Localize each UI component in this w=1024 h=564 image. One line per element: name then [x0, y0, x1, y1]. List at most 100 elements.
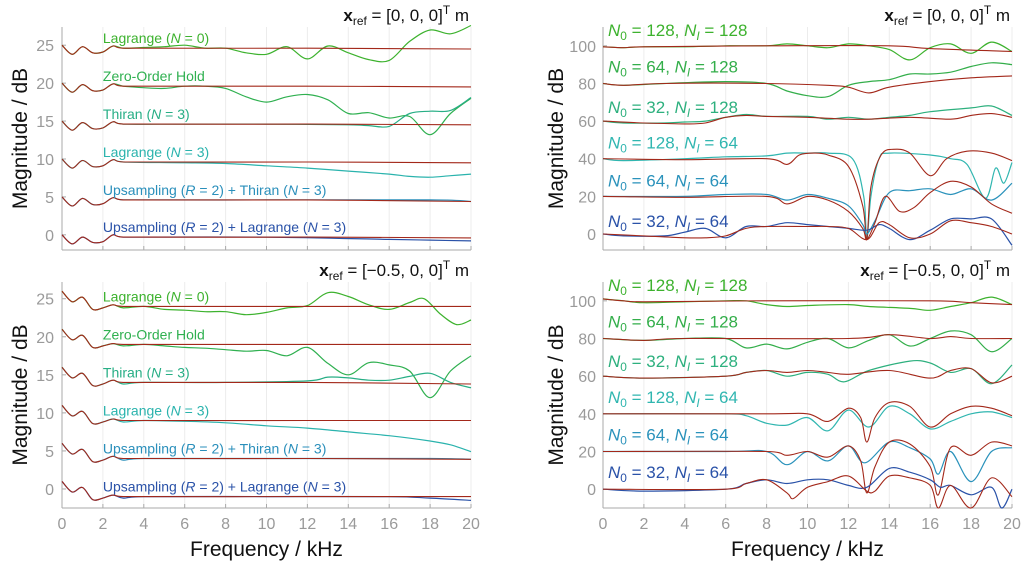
series-line-reference — [61, 196, 472, 207]
series-line-reference — [61, 442, 472, 463]
x-tick-label: 2 — [639, 516, 648, 533]
x-tick-label: 14 — [880, 516, 898, 533]
x-tick-label: 10 — [258, 516, 276, 533]
series-line-reference — [602, 219, 1013, 241]
x-tick-label: 18 — [421, 516, 439, 533]
chart-title: xref = [−0.5, 0, 0]T m — [860, 258, 1010, 283]
series-line-reference — [602, 180, 1013, 241]
y-tick-label: 0 — [587, 482, 596, 499]
series-label: N0 = 64, NI = 64 — [608, 426, 729, 448]
series-line-simulated — [602, 62, 1013, 98]
x-tick-label: 0 — [599, 516, 608, 533]
series-line-reference — [61, 234, 472, 245]
y-tick-label: 15 — [36, 114, 54, 131]
series-label: Zero-Order Hold — [103, 68, 205, 84]
y-tick-label: 25 — [36, 292, 54, 309]
series-label: Upsampling (R = 2) + Thiran (N = 3) — [103, 441, 326, 457]
series-label: Upsampling (R = 2) + Lagrange (N = 3) — [103, 479, 346, 495]
series-line-reference — [602, 75, 1013, 94]
chart-title: xref = [0, 0, 0]T m — [884, 3, 1010, 28]
y-tick-label: 5 — [45, 190, 54, 207]
x-tick-label: 12 — [299, 516, 317, 533]
x-axis-label: Frequency / kHz — [190, 538, 343, 561]
y-tick-label: 100 — [569, 39, 596, 56]
series-label: N0 = 128, NI = 64 — [608, 134, 738, 156]
series-label: Zero-Order Hold — [103, 326, 205, 342]
series-line-simulated — [602, 405, 1013, 432]
x-tick-label: 2 — [98, 516, 107, 533]
x-tick-label: 16 — [380, 516, 398, 533]
series-line-simulated — [603, 440, 1013, 483]
series-label: N0 = 32, NI = 64 — [608, 212, 729, 234]
series-label: Upsampling (R = 2) + Thiran (N = 3) — [103, 182, 326, 198]
y-axis-label: Magnitude / dB — [545, 324, 568, 465]
x-tick-label: 18 — [962, 516, 980, 533]
series-label: N0 = 32, NI = 128 — [608, 352, 738, 374]
chart-title: xref = [−0.5, 0, 0]T m — [319, 258, 469, 283]
series-label: Thiran (N = 3) — [103, 364, 190, 380]
chart-panel-top-right: 0 20 40 60 80 100 N0 = 128, NI = 128 N0 = 64, N… — [545, 3, 1013, 251]
series-line-reference — [61, 120, 472, 131]
x-tick-label: 20 — [462, 516, 480, 533]
series-label: N0 = 32, NI = 128 — [608, 98, 738, 120]
x-tick-label: 4 — [139, 516, 148, 533]
series-label: Lagrange (N = 3) — [103, 402, 209, 418]
x-tick-label: 20 — [1003, 516, 1021, 533]
series-line-reference — [602, 334, 1013, 341]
y-tick-label: 100 — [569, 294, 596, 311]
y-tick-label: 10 — [36, 406, 54, 423]
series-line-reference — [61, 82, 472, 93]
y-tick-label: 5 — [45, 444, 54, 461]
series-label: N0 = 128, NI = 128 — [608, 276, 747, 298]
series-label: N0 = 128, NI = 64 — [608, 388, 738, 410]
series-label: N0 = 64, NI = 64 — [608, 171, 729, 193]
series-label: Lagrange (N = 0) — [103, 288, 209, 304]
x-tick-label: 4 — [680, 516, 689, 533]
chart-panel-top-left: 0 5 10 15 20 25 Lagrange (N = 0) Zero-Order Hol… — [9, 3, 472, 251]
chart-panel-bottom-right: 0 2 4 6 8 10 12 14 16 18 20 0 20 40 60 80 100 N0 = 128, N… — [545, 258, 1021, 561]
y-tick-label: 0 — [45, 228, 54, 245]
series-line-reference — [61, 158, 472, 169]
y-tick-label: 60 — [578, 369, 596, 386]
x-tick-label: 10 — [799, 516, 817, 533]
series-line-reference — [61, 366, 472, 387]
series-line-reference — [602, 474, 1013, 509]
series-line-reference — [61, 404, 471, 425]
x-tick-label: 6 — [721, 516, 730, 533]
y-axis-label: Magnitude / dB — [9, 68, 32, 209]
series-line-reference — [602, 401, 1013, 443]
x-tick-label: 8 — [762, 516, 771, 533]
y-tick-label: 20 — [36, 76, 54, 93]
series-line-reference — [602, 298, 1013, 306]
series-label: Upsampling (R = 2) + Lagrange (N = 3) — [103, 219, 346, 235]
x-tick-label: 12 — [840, 516, 858, 533]
y-tick-label: 25 — [36, 38, 54, 55]
series-label: N0 = 64, NI = 128 — [608, 313, 738, 335]
series-line-simulated — [602, 296, 1013, 311]
y-tick-label: 40 — [578, 152, 596, 169]
series-line-reference — [602, 439, 1013, 496]
series-label: N0 = 128, NI = 128 — [608, 21, 747, 43]
series-line-reference — [61, 328, 471, 349]
series-line-reference — [602, 113, 1013, 125]
y-tick-label: 20 — [578, 445, 596, 462]
chart-panel-bottom-left: 0 2 4 6 8 10 12 14 16 18 20 0 5 10 15 20 25 Lagrange (N =… — [9, 258, 480, 561]
x-tick-label: 16 — [921, 516, 939, 533]
series-label: Lagrange (N = 3) — [103, 144, 209, 160]
y-tick-label: 0 — [45, 482, 54, 499]
y-tick-label: 40 — [578, 407, 596, 424]
y-axis-label: Magnitude / dB — [545, 68, 568, 209]
y-axis-label: Magnitude / dB — [9, 324, 32, 465]
y-tick-label: 80 — [578, 76, 596, 93]
series-label: Lagrange (N = 0) — [103, 30, 209, 46]
y-tick-label: 0 — [587, 227, 596, 244]
x-tick-label: 6 — [180, 516, 189, 533]
x-tick-label: 8 — [221, 516, 230, 533]
y-tick-label: 20 — [36, 330, 54, 347]
x-axis-label: Frequency / kHz — [731, 538, 884, 561]
chart-title: xref = [0, 0, 0]T m — [343, 3, 469, 28]
y-tick-label: 10 — [36, 152, 54, 169]
series-label: Thiran (N = 3) — [103, 106, 190, 122]
y-tick-label: 60 — [578, 114, 596, 131]
